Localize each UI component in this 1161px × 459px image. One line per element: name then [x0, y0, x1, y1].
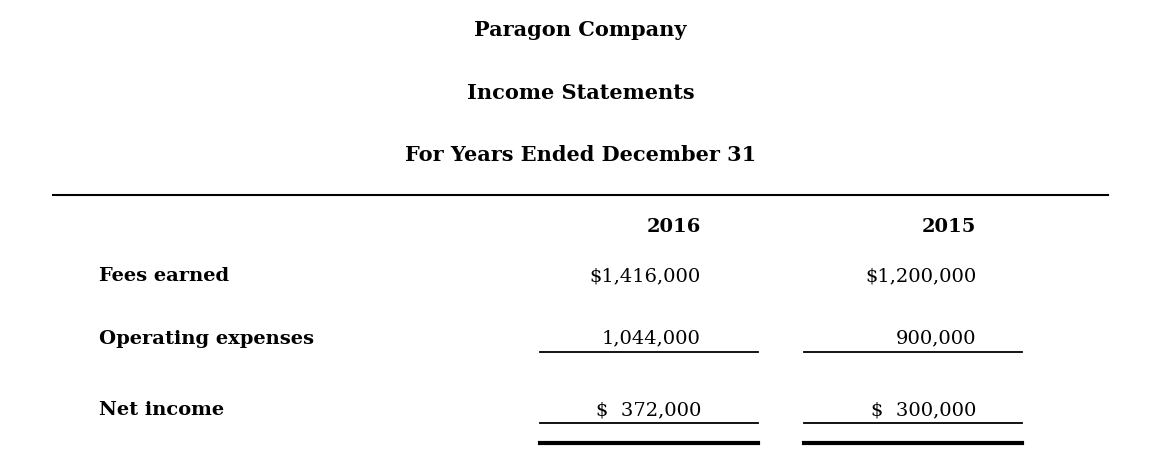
- Text: Net income: Net income: [99, 401, 224, 419]
- Text: $  372,000: $ 372,000: [596, 401, 701, 419]
- Text: Operating expenses: Operating expenses: [99, 330, 313, 347]
- Text: Fees earned: Fees earned: [99, 267, 229, 285]
- Text: Paragon Company: Paragon Company: [474, 20, 687, 40]
- Text: $1,416,000: $1,416,000: [590, 267, 701, 285]
- Text: $1,200,000: $1,200,000: [865, 267, 976, 285]
- Text: For Years Ended December 31: For Years Ended December 31: [405, 145, 756, 165]
- Text: Income Statements: Income Statements: [467, 83, 694, 103]
- Text: $  300,000: $ 300,000: [871, 401, 976, 419]
- Text: 2016: 2016: [647, 218, 701, 236]
- Text: 2015: 2015: [922, 218, 976, 236]
- Text: 1,044,000: 1,044,000: [603, 330, 701, 347]
- Text: 900,000: 900,000: [896, 330, 976, 347]
